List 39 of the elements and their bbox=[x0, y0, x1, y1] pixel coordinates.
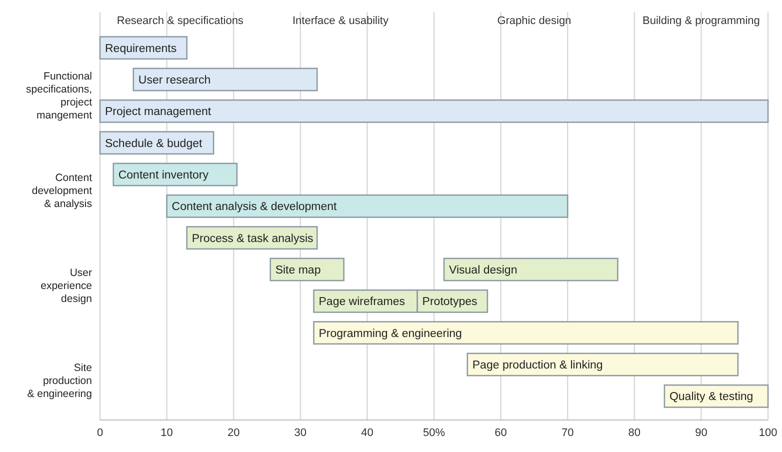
text: Site production & engineering bbox=[27, 362, 92, 400]
y-tick-label: User research bbox=[138, 74, 211, 87]
bar bbox=[132, 68, 318, 92]
y-tick-label: Requirements bbox=[105, 42, 177, 55]
x-tick-label: 80 bbox=[628, 426, 641, 439]
annotation: Graphic design bbox=[497, 15, 572, 27]
text: User experience design bbox=[40, 267, 92, 306]
x-tick-label: 30 bbox=[294, 426, 307, 439]
bar bbox=[313, 321, 739, 345]
x-tick-label: 60 bbox=[494, 426, 507, 439]
bar bbox=[99, 99, 769, 123]
x-tick-label: 20 bbox=[227, 426, 240, 439]
x-tick-label: 70 bbox=[561, 426, 574, 439]
bar bbox=[466, 352, 739, 376]
annotation: Building & programming bbox=[642, 15, 760, 27]
y-tick-label: Content analysis & development bbox=[172, 201, 338, 214]
bar bbox=[443, 258, 618, 282]
bar bbox=[166, 194, 568, 218]
text: Functional specifications, project mangement bbox=[26, 70, 92, 122]
annotation: Prototypes bbox=[422, 296, 478, 308]
y-tick-label: Page production & linking bbox=[472, 360, 603, 372]
x-tick-label: 50% bbox=[422, 426, 446, 439]
annotation: Interface & usability bbox=[292, 15, 389, 27]
x-tick-label: 100 bbox=[758, 426, 778, 439]
x-tick-label: 40 bbox=[361, 426, 374, 439]
text: Content development & analysis bbox=[32, 172, 92, 210]
y-tick-label: Programming & engineering bbox=[318, 328, 462, 340]
x-tick-label: 10 bbox=[160, 426, 173, 439]
y-tick-label: Project management bbox=[105, 106, 212, 118]
y-tick-label: Quality & testing bbox=[669, 391, 754, 404]
y-tick-label: Site map bbox=[275, 264, 321, 277]
y-tick-label: Page wireframes bbox=[318, 296, 406, 308]
y-tick-label: Content inventory bbox=[118, 170, 209, 182]
x-tick-label: 0 bbox=[96, 426, 104, 439]
annotation: Research & specifications bbox=[116, 15, 244, 27]
annotation: Visual design bbox=[449, 264, 518, 277]
x-tick-label: 90 bbox=[695, 426, 708, 439]
y-tick-label: Schedule & budget bbox=[105, 138, 203, 150]
y-tick-label: Process & task analysis bbox=[192, 232, 314, 245]
